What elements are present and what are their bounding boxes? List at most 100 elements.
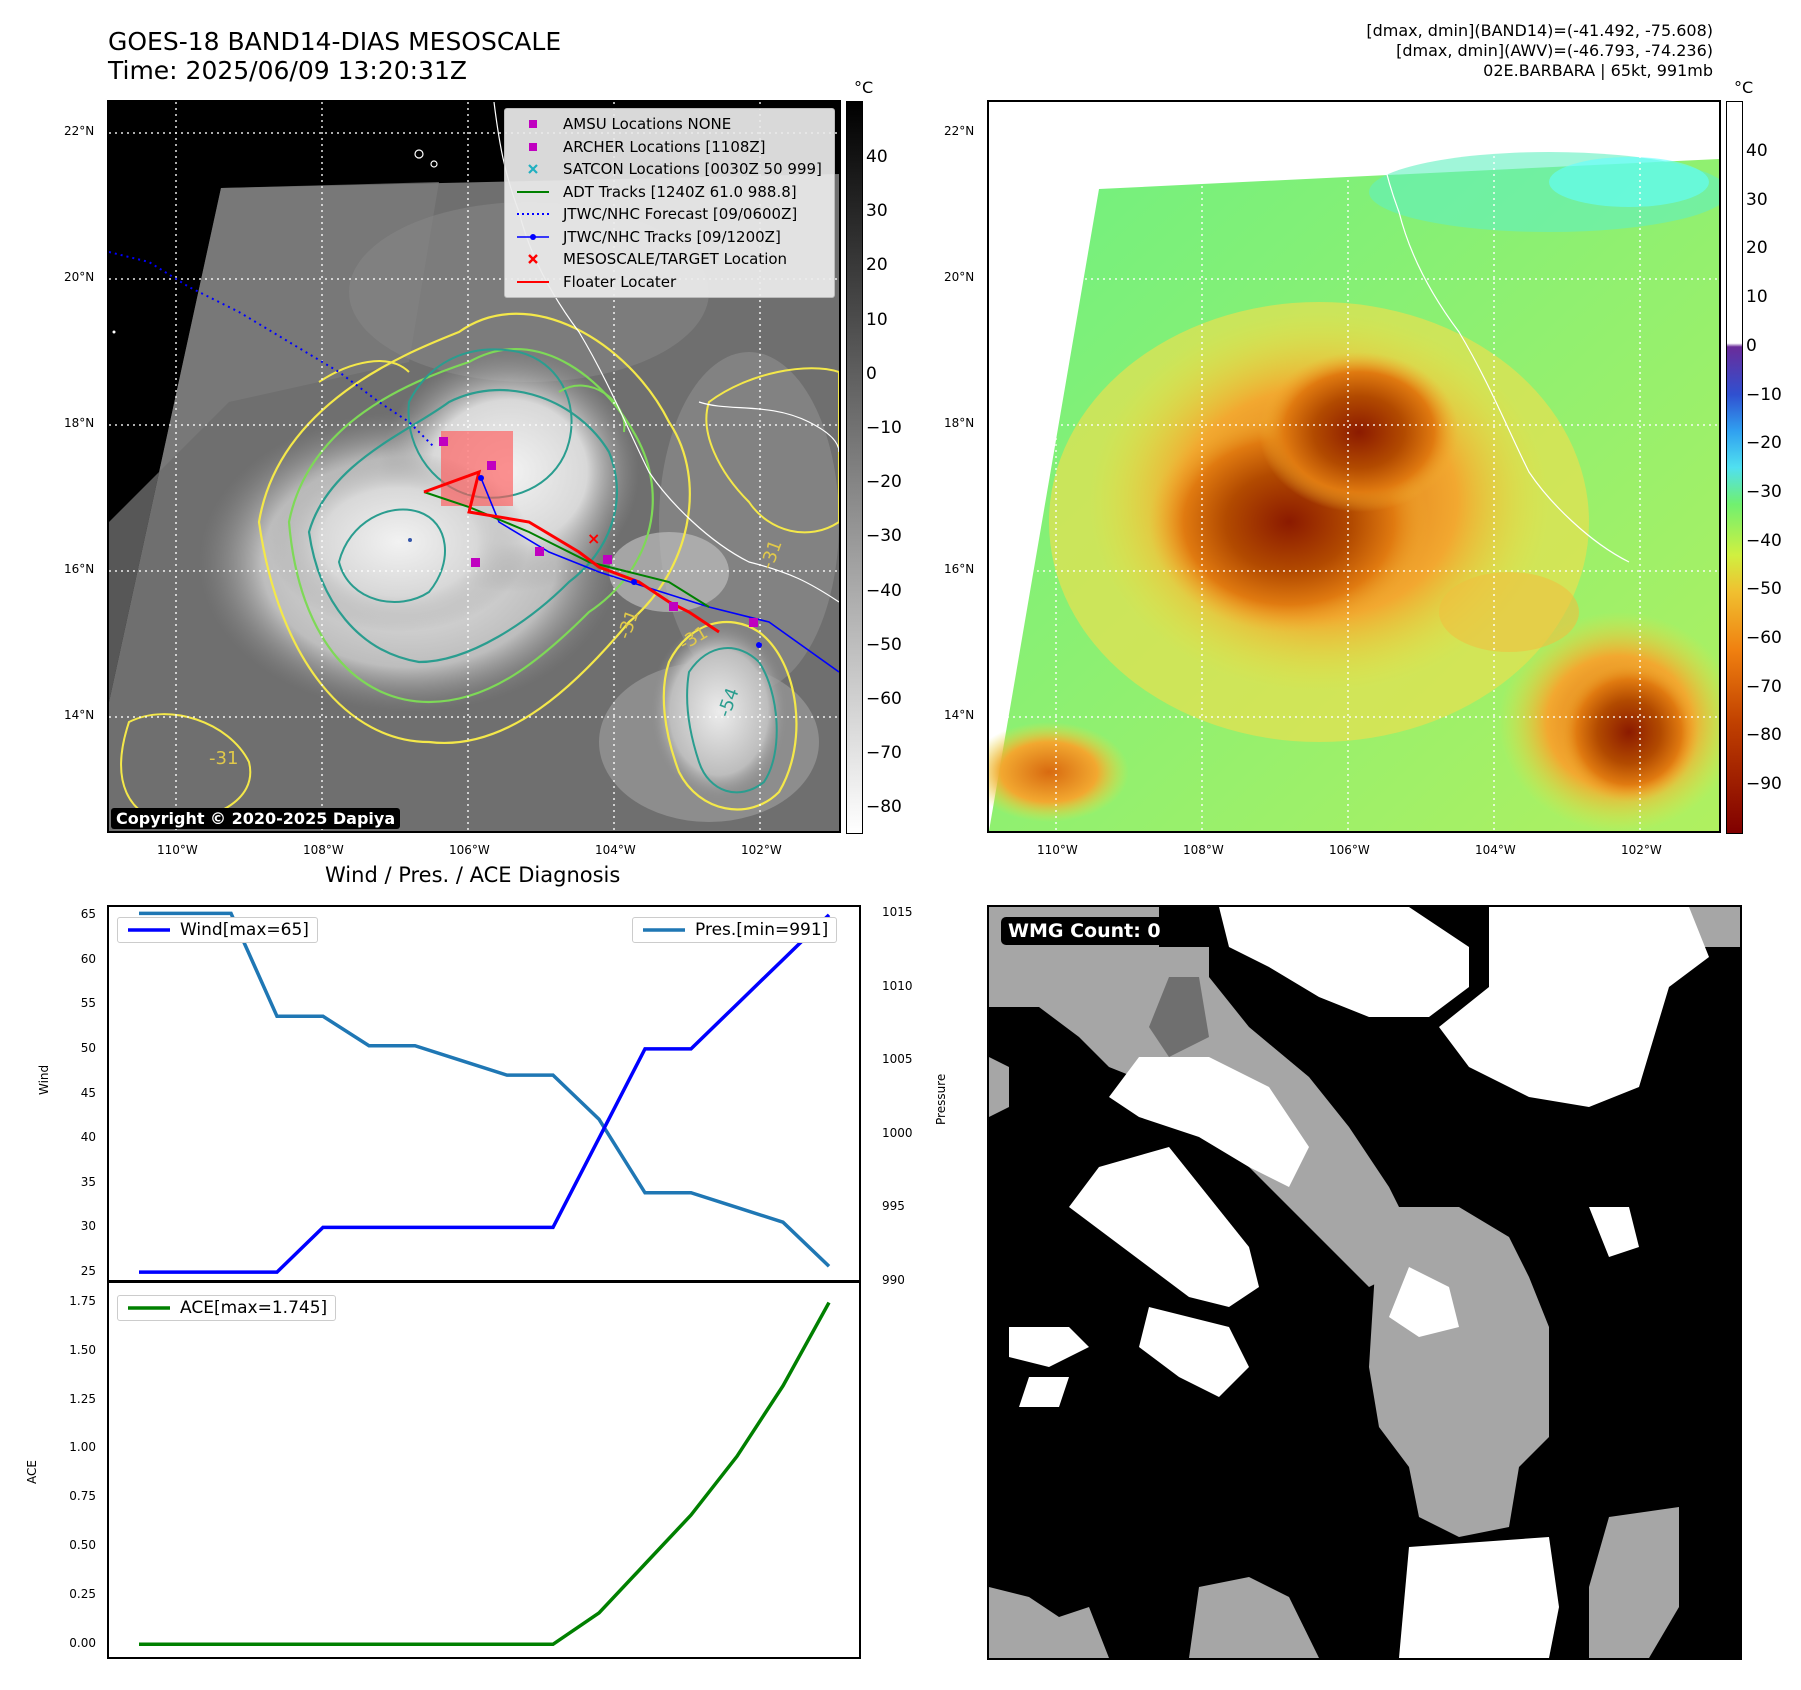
y-tick-label: 30 — [80, 1219, 96, 1234]
wmg-image — [989, 907, 1740, 1658]
wind-legend: Wind[max=65] — [117, 917, 318, 943]
colorbar-tick-label: 10 — [1746, 287, 1768, 308]
contour-label: -31 — [209, 748, 239, 769]
lon-label: 102°W — [1621, 843, 1662, 857]
colorbar-tick-label: −70 — [866, 743, 902, 764]
y-tick-label: 1010 — [882, 978, 913, 993]
y-tick-label: 1005 — [882, 1052, 913, 1067]
y-tick-label: 1.00 — [69, 1440, 96, 1455]
colorbar-tick-label: 0 — [1746, 335, 1757, 356]
y-tick-label: 0.50 — [69, 1538, 96, 1553]
y-tick-label: 50 — [80, 1040, 96, 1055]
line-marker-icon — [517, 280, 549, 283]
y-tick-label: 40 — [80, 1130, 96, 1145]
pressure-axis-label: Pressure — [934, 1073, 948, 1125]
colorbar-tick-label: −30 — [1746, 481, 1782, 502]
legend-label: MESOSCALE/TARGET Location — [563, 250, 788, 268]
line-marker-icon — [643, 928, 685, 932]
colorbar-unit: °C — [854, 78, 874, 97]
colorbar-tick-label: 30 — [866, 201, 888, 222]
y-tick-label: 35 — [80, 1174, 96, 1189]
legend-item: JTWC/NHC Tracks [09/1200Z] — [515, 226, 826, 249]
y-tick-label: 60 — [80, 951, 96, 966]
awv-satellite-map[interactable] — [987, 100, 1721, 833]
wind-axis-label: Wind — [37, 1064, 51, 1095]
chart-title: GOES-18 BAND14-DIAS MESOSCALE — [108, 27, 562, 56]
awv-range: [dmax, dmin](AWV)=(-46.793, -74.236) — [1396, 41, 1713, 60]
lat-label: 16°N — [944, 562, 975, 576]
lat-label: 18°N — [944, 416, 975, 430]
y-tick-label: 990 — [882, 1273, 905, 1287]
colorbar-tick-label: −60 — [866, 689, 902, 709]
y-tick-label: 45 — [80, 1085, 96, 1100]
lat-label: 22°N — [944, 124, 975, 138]
line-dot-icon — [517, 233, 549, 240]
colorbar-tick-label: −50 — [1746, 579, 1782, 600]
chart-time: Time: 2025/06/09 13:20:31Z — [108, 56, 467, 85]
colorbar-tick-label: 40 — [866, 147, 888, 167]
colorbar-tick-label: −60 — [1746, 628, 1782, 648]
square-marker-icon — [529, 120, 537, 129]
pressure-legend: Pres.[min=991] — [632, 917, 838, 943]
legend-label: JTWC/NHC Tracks [09/1200Z] — [563, 227, 781, 246]
awv-colorbar — [1726, 101, 1743, 834]
colorbar-tick-label: 30 — [1746, 189, 1768, 210]
colorbar-tick-label: 40 — [1746, 141, 1768, 161]
ir-satellite-image: × — [109, 102, 839, 831]
ace-legend-label: ACE[max=1.745] — [180, 1298, 328, 1318]
y-tick-label: 1.75 — [69, 1293, 96, 1308]
colorbar-unit: °C — [1734, 78, 1754, 97]
map-legend: AMSU Locations NONE ARCHER Locations [11… — [504, 108, 835, 298]
storm-info: 02E.BARBARA | 65kt, 991mb — [1483, 61, 1713, 80]
wmg-panel[interactable]: WMG Count: 0 — [987, 905, 1742, 1660]
wind-series-line — [139, 913, 831, 1274]
y-tick-label: 995 — [882, 1199, 905, 1214]
legend-label: ADT Tracks [1240Z 61.0 988.8] — [563, 182, 797, 201]
square-marker-icon — [529, 142, 537, 151]
legend-item: ARCHER Locations [1108Z] — [515, 136, 826, 159]
y-tick-label: 0.00 — [69, 1636, 96, 1651]
y-tick-label: 0.25 — [69, 1587, 96, 1602]
legend-label: Floater Locater — [563, 272, 677, 291]
line-marker-icon — [128, 1306, 170, 1310]
colorbar-tick-label: −10 — [866, 418, 902, 438]
colorbar-tick-label: 20 — [1746, 238, 1768, 259]
lat-label: 20°N — [64, 270, 95, 284]
copyright-badge: Copyright © 2020-2025 Dapiya — [111, 808, 401, 829]
colorbar-tick-label: −50 — [866, 634, 902, 655]
colorbar-tick-label: 0 — [866, 363, 877, 384]
lat-label: 16°N — [64, 562, 95, 576]
colorbar-tick-label: −20 — [1746, 433, 1782, 454]
legend-label: JTWC/NHC Forecast [09/0600Z] — [563, 205, 798, 223]
y-tick-label: 1015 — [882, 905, 913, 920]
colorbar-tick-label: −80 — [866, 797, 902, 818]
legend-item: SATCON Locations [0030Z 50 999] — [515, 158, 826, 181]
line-marker-icon — [517, 190, 549, 193]
y-tick-label: 25 — [80, 1264, 96, 1279]
colorbar-tick-label: −70 — [1746, 676, 1782, 697]
colorbar-tick-label: −80 — [1746, 725, 1782, 746]
lon-label: 110°W — [157, 843, 198, 857]
colorbar-tick-label: −90 — [1746, 774, 1782, 795]
y-tick-label: 65 — [80, 906, 96, 921]
ace-legend: ACE[max=1.745] — [117, 1295, 337, 1321]
lon-label: 102°W — [741, 843, 782, 857]
awv-satellite-image — [989, 102, 1719, 831]
ir-satellite-map[interactable]: × -31 -54 -31 -31 -31 AMSU Locations NON… — [107, 100, 841, 833]
lat-label: 14°N — [944, 708, 975, 722]
y-tick-label: 1.25 — [69, 1391, 96, 1406]
wind-legend-label: Wind[max=65] — [180, 920, 309, 940]
lon-label: 110°W — [1037, 843, 1078, 857]
wind-plot-frame — [107, 905, 861, 1282]
legend-item: MESOSCALE/TARGET Location — [515, 248, 826, 271]
legend-item: JTWC/NHC Forecast [09/0600Z] — [515, 203, 826, 226]
colorbar-tick-label: −40 — [1746, 530, 1782, 551]
dotted-line-icon — [517, 213, 549, 216]
x-marker-icon — [528, 254, 538, 265]
lat-label: 18°N — [64, 416, 95, 430]
line-marker-icon — [128, 928, 170, 932]
ace-axis-label: ACE — [25, 1460, 39, 1484]
y-tick-label: 0.75 — [69, 1489, 96, 1504]
x-marker-icon — [528, 164, 538, 175]
lon-label: 104°W — [1475, 843, 1516, 857]
